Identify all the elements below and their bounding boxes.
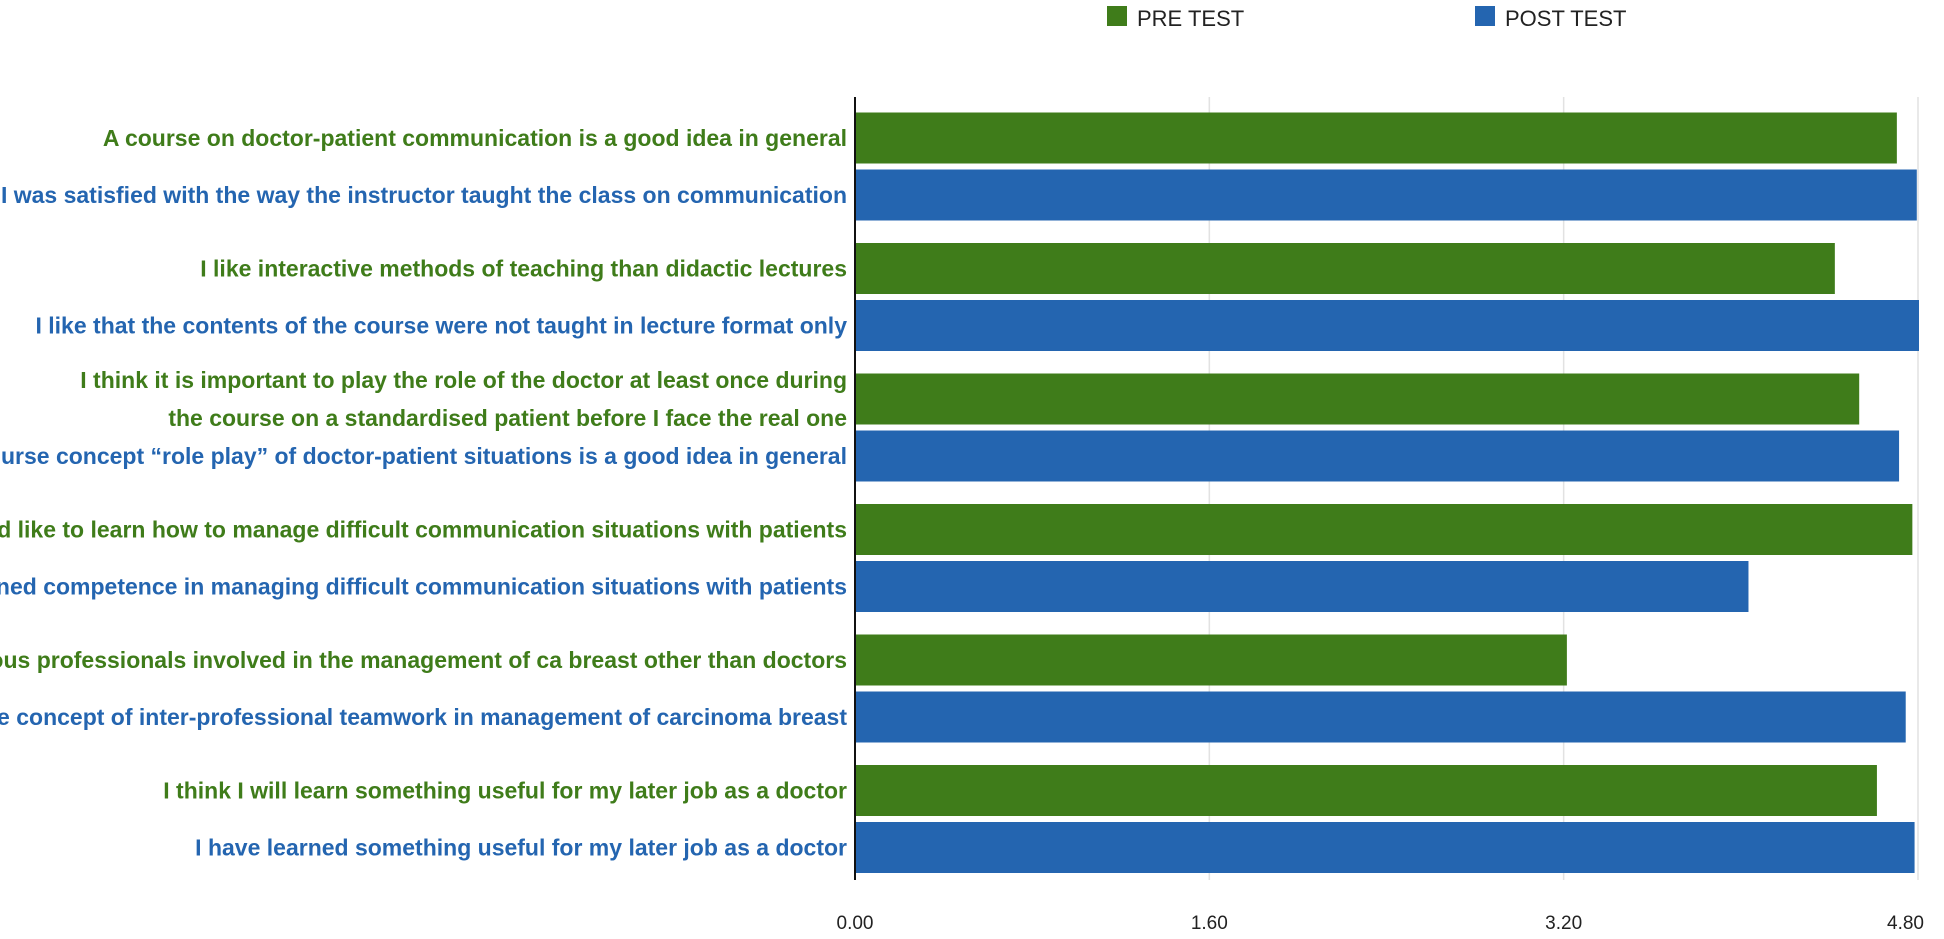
category-label: the course on a standardised patient bef…: [168, 405, 847, 431]
category-label: I like interactive methods of teaching t…: [200, 256, 847, 282]
category-label: The course concept “role play” of doctor…: [0, 443, 847, 469]
bar: [856, 822, 1915, 873]
category-label: I think it is important to play the role…: [80, 367, 847, 393]
bar: [856, 634, 1567, 686]
bars: [856, 112, 1919, 873]
bar: [856, 373, 1860, 425]
legend-swatch: [1475, 6, 1495, 26]
category-label: I like that the contents of the course w…: [36, 313, 848, 339]
legend-swatch: [1107, 6, 1127, 26]
bar: [856, 112, 1897, 164]
grid-lines: [1208, 97, 1919, 880]
x-axis-ticks: 0.00 1.60 3.20 4.80: [837, 913, 1924, 934]
bar: [856, 504, 1913, 555]
x-tick-label: 3.20: [1545, 913, 1582, 934]
category-label: I have gained competence in managing dif…: [0, 574, 847, 600]
category-labels: A course on doctor-patient communication…: [0, 125, 847, 861]
legend-label: POST TEST: [1505, 6, 1626, 31]
category-label: I think I will learn something useful fo…: [163, 778, 847, 804]
category-label: A course on doctor-patient communication…: [103, 125, 847, 151]
bar: [856, 561, 1749, 612]
bar: [856, 430, 1900, 482]
x-tick-label: 1.60: [1191, 913, 1228, 934]
category-label: I know the various professionals involve…: [0, 647, 847, 673]
legend: PRE TEST POST TEST: [1107, 6, 1626, 31]
legend-label: PRE TEST: [1137, 6, 1244, 31]
category-label: I was satisfied with the way the instruc…: [1, 182, 847, 208]
category-label: I would like to learn how to manage diff…: [0, 517, 847, 543]
x-tick-label: 0.00: [837, 913, 874, 934]
category-label: I have learned something useful for my l…: [195, 835, 847, 861]
x-tick-label: 4.80: [1887, 913, 1924, 934]
bar: [856, 243, 1835, 294]
category-label: I understood the concept of inter-profes…: [0, 704, 847, 730]
bar: [856, 691, 1906, 743]
bar: [856, 169, 1917, 221]
bar: [856, 765, 1877, 816]
bar: [856, 300, 1919, 351]
